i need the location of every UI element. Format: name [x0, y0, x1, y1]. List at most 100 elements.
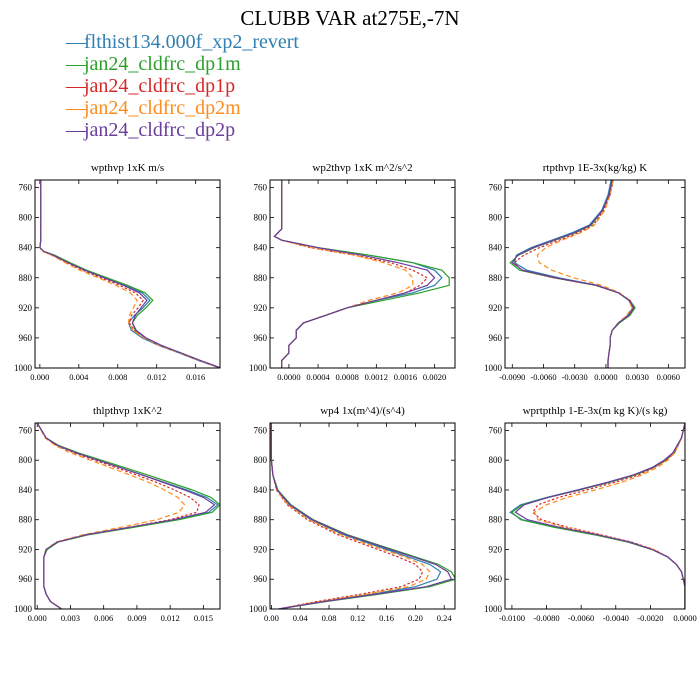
y-tick-label: 1000: [484, 604, 503, 614]
y-tick-label: 800: [254, 213, 268, 223]
x-tick-label: 0.04: [293, 613, 309, 623]
panel-title: wpthvp 1xK m/s: [91, 162, 164, 174]
x-tick-label: 0.008: [108, 372, 127, 382]
legend-line-marker: —: [66, 31, 86, 53]
legend-line-marker: —: [66, 97, 86, 119]
panel-title: thlpthvp 1xK^2: [93, 405, 162, 417]
y-tick-label: 880: [489, 273, 503, 283]
x-tick-label: 0.016: [186, 372, 205, 382]
series-line: [270, 423, 442, 609]
x-tick-label: 0.006: [94, 613, 113, 623]
y-tick-label: 800: [489, 455, 503, 465]
plot-frame: [269, 179, 456, 369]
chart-panel: thlpthvp 1xK^276080084088092096010000.00…: [14, 405, 221, 623]
series-line: [36, 423, 216, 609]
x-tick-label: 0.24: [437, 613, 453, 623]
y-tick-label: 1000: [14, 604, 33, 614]
x-tick-label: 0.0016: [394, 372, 417, 382]
y-tick-label: 920: [19, 544, 33, 554]
legend-label: jan24_cldfrc_dp1m: [84, 53, 241, 75]
plot-frame: [269, 422, 456, 610]
x-tick-label: -0.0060: [530, 372, 556, 382]
x-tick-label: 0.0000: [673, 613, 696, 623]
y-tick-label: 840: [489, 485, 503, 495]
y-tick-label: 1000: [484, 363, 503, 373]
x-tick-label: 0.012: [147, 372, 166, 382]
y-tick-label: 760: [489, 425, 503, 435]
x-tick-label: -0.0020: [637, 613, 663, 623]
x-tick-label: -0.0040: [603, 613, 629, 623]
x-tick-label: 0.003: [61, 613, 80, 623]
legend-line-marker: —: [66, 53, 86, 75]
series-line: [513, 180, 634, 368]
y-tick-label: 800: [489, 213, 503, 223]
figure-title: CLUBB VAR at275E,-7N: [240, 6, 460, 30]
chart-panel: wprtpthlp 1-E-3x(m kg K)/(s kg) 760 800 840…: [484, 405, 697, 623]
legend-item: — jan24_cldfrc_dp1p: [66, 75, 299, 97]
y-tick-label: 1000: [14, 363, 33, 373]
x-tick-label: 0.0020: [423, 372, 446, 382]
y-tick-label: 760: [254, 183, 268, 193]
chart-panel: rtpthvp 1E-3x(kg/kg) K 760 800 840 880 920 960…: [484, 162, 686, 382]
panel-title: wp2thvp 1xK m^2/s^2: [312, 162, 412, 174]
series-line: [531, 423, 685, 609]
x-tick-label: -0.0100: [499, 613, 525, 623]
y-tick-label: 1000: [249, 363, 268, 373]
series-line: [39, 180, 220, 368]
x-tick-label: 0.015: [194, 613, 213, 623]
y-tick-label: 760: [254, 425, 268, 435]
legend-item: — jan24_cldfrc_dp2p: [66, 119, 299, 141]
x-tick-label: 0.000: [28, 613, 47, 623]
y-tick-label: 960: [19, 574, 33, 584]
series-line: [39, 180, 220, 368]
y-tick-label: 920: [254, 303, 268, 313]
legend-label: flthist134.000f_xp2_revert: [84, 31, 299, 53]
y-tick-label: 880: [489, 515, 503, 525]
series-line: [39, 180, 220, 368]
series-line: [270, 423, 431, 609]
y-tick-label: 920: [489, 303, 503, 313]
series-line: [513, 180, 634, 368]
x-tick-label: 0.0000: [594, 372, 617, 382]
series-line: [509, 180, 636, 368]
y-tick-label: 920: [19, 303, 33, 313]
legend-line-marker: —: [66, 75, 86, 97]
y-tick-label: 960: [489, 574, 503, 584]
series-line: [536, 180, 633, 368]
legend-label: jan24_cldfrc_dp1p: [84, 75, 236, 97]
y-tick-label: 760: [489, 183, 503, 193]
legend: — flthist134.000f_xp2_revert — jan24_cld…: [66, 31, 299, 141]
y-tick-label: 760: [19, 183, 33, 193]
y-tick-label: 880: [254, 273, 268, 283]
legend-item: — jan24_cldfrc_dp2m: [66, 97, 299, 119]
series-line: [39, 180, 220, 368]
y-tick-label: 800: [19, 455, 33, 465]
y-tick-label: 880: [19, 515, 33, 525]
x-tick-label: 0.16: [379, 613, 394, 623]
legend-item: — jan24_cldfrc_dp1m: [66, 53, 299, 75]
y-tick-label: 960: [19, 333, 33, 343]
series-line: [270, 423, 453, 609]
x-tick-label: 0.000: [30, 372, 49, 382]
x-tick-label: 0.0008: [336, 372, 359, 382]
x-tick-label: 0.004: [69, 372, 89, 382]
series-line: [39, 180, 220, 368]
x-tick-label: 0.20: [408, 613, 423, 623]
series-line: [36, 423, 186, 609]
y-tick-label: 840: [19, 485, 33, 495]
series-line: [270, 423, 455, 609]
y-tick-label: 960: [254, 574, 268, 584]
panel-title: rtpthvp 1E-3x(kg/kg) K: [543, 162, 648, 174]
x-tick-label: 0.12: [350, 613, 365, 623]
y-tick-label: 840: [254, 485, 268, 495]
chart-panel: wp4 1x(m^4)/(s^4)76080084088092096010000…: [249, 405, 456, 623]
x-tick-label: 0.0060: [657, 372, 680, 382]
panel-title: wp4 1x(m^4)/(s^4): [320, 405, 405, 417]
y-tick-label: 880: [19, 273, 33, 283]
chart-panel: wpthvp 1xK m/s76080084088092096010000.00…: [14, 162, 221, 382]
y-tick-label: 880: [254, 515, 268, 525]
panel-title: wprtpthlp 1-E-3x(m kg K)/(s kg): [523, 405, 668, 417]
x-tick-label: 0.009: [127, 613, 146, 623]
chart-panel: wp2thvp 1xK m^2/s^2 760 800 840 880 920 960 100…: [249, 162, 456, 382]
